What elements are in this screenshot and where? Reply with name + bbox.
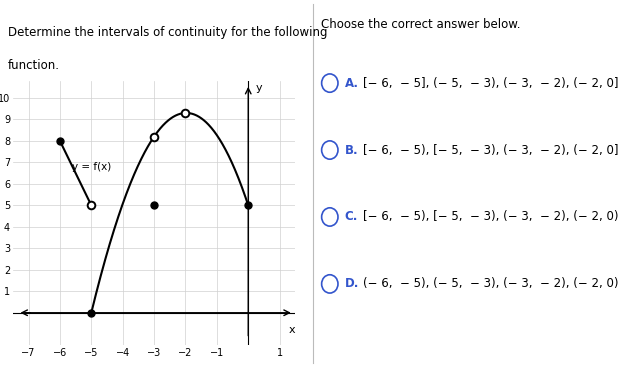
Text: y = f(x): y = f(x): [73, 162, 112, 172]
Text: [− 6,  − 5], (− 5,  − 3), (− 3,  − 2), (− 2, 0]: [− 6, − 5], (− 5, − 3), (− 3, − 2), (− 2…: [363, 77, 619, 90]
Text: function.: function.: [8, 59, 60, 72]
Text: A.: A.: [345, 77, 359, 90]
Text: Determine the intervals of continuity for the following: Determine the intervals of continuity fo…: [8, 26, 327, 39]
Text: [− 6,  − 5), [− 5,  − 3), (− 3,  − 2), (− 2, 0]: [− 6, − 5), [− 5, − 3), (− 3, − 2), (− 2…: [363, 143, 619, 157]
Text: Choose the correct answer below.: Choose the correct answer below.: [321, 18, 521, 31]
Text: (− 6,  − 5), (− 5,  − 3), (− 3,  − 2), (− 2, 0): (− 6, − 5), (− 5, − 3), (− 3, − 2), (− 2…: [363, 277, 619, 290]
Text: B.: B.: [345, 143, 358, 157]
Text: [− 6,  − 5), [− 5,  − 3), (− 3,  − 2), (− 2, 0): [− 6, − 5), [− 5, − 3), (− 3, − 2), (− 2…: [363, 210, 619, 224]
Text: x: x: [289, 324, 295, 335]
Text: C.: C.: [345, 210, 358, 224]
Text: y: y: [256, 83, 263, 93]
Text: D.: D.: [345, 277, 359, 290]
